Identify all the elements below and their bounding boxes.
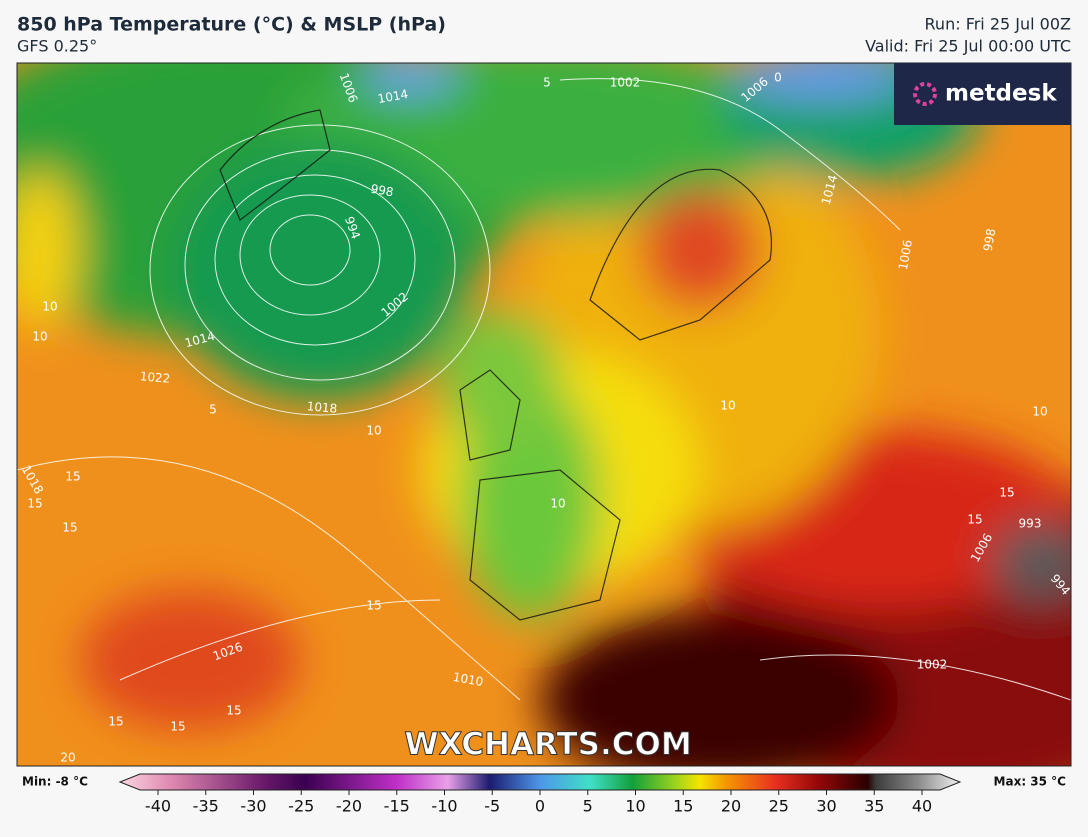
colorbar-tick-label: 5 (583, 797, 593, 816)
contour-label: 1018 (306, 399, 338, 416)
contour-label: 10 (366, 424, 381, 438)
contour-label: 1022 (139, 369, 171, 386)
colorbar-tick-label: -40 (145, 797, 171, 816)
contour-label: 15 (170, 720, 185, 734)
contour-label: 5 (209, 403, 217, 417)
logo-mark (913, 82, 937, 106)
map-title: 850 hPa Temperature (°C) & MSLP (hPa) (17, 14, 446, 36)
contour-label: 10 (720, 399, 735, 413)
colorbar-tick-label: -30 (240, 797, 266, 816)
colorbar-tick-label: -20 (336, 797, 362, 816)
contour-label: 1002 (917, 658, 948, 672)
contour-label: 1006 (896, 239, 915, 272)
legend-min: Min: -8 °C (22, 775, 88, 789)
watermark: WXCHARTS.COM (404, 727, 691, 763)
colorbar-tick-label: -15 (384, 797, 410, 816)
contour-label: 10 (550, 497, 565, 511)
logo-text: metdesk (945, 81, 1057, 107)
colorbar-tick-label: 25 (769, 797, 789, 816)
run-time: Run: Fri 25 Jul 00Z (925, 15, 1072, 34)
contour-label: 15 (366, 599, 381, 613)
contour-label: 993 (1019, 517, 1042, 531)
colorbar-tick-label: 20 (721, 797, 741, 816)
model-name: GFS 0.25° (17, 37, 97, 56)
contour-label: 15 (999, 486, 1014, 500)
contour-label: 20 (60, 751, 75, 765)
temperature-field (17, 63, 1071, 766)
contour-label: 15 (27, 497, 42, 511)
colorbar-tick-label: 15 (673, 797, 693, 816)
colorbar-tick-label: -35 (193, 797, 219, 816)
map-frame (16, 62, 1072, 767)
contour-label: 15 (967, 513, 982, 527)
isobars (17, 78, 1071, 701)
map (17, 63, 1071, 766)
contour-label: 0 (774, 71, 782, 85)
colorbar-tick-label: 0 (535, 797, 545, 816)
logo-box (894, 63, 1071, 125)
colorbar-tick-label: 35 (864, 797, 884, 816)
contour-label: 15 (226, 704, 241, 718)
colorbar-tick-label: 40 (912, 797, 932, 816)
contour-label: 10 (32, 330, 47, 344)
contour-label: 15 (62, 521, 77, 535)
colorbar-tick-label: -5 (484, 797, 500, 816)
legend-max: Max: 35 °C (994, 775, 1067, 789)
colorbar-tick-label: 30 (816, 797, 836, 816)
contour-label: 998 (370, 182, 395, 200)
contour-label: 10 (1032, 405, 1047, 419)
contour-label: 15 (65, 470, 80, 484)
contour-label: 10 (42, 300, 57, 314)
colorbar-ticks: -40 -35 -30 -25 -20 -15 -10 -5 0 5 10 15 20 25 30 35 40 (145, 790, 932, 816)
colorbar-tick-label: 10 (625, 797, 645, 816)
valid-time: Valid: Fri 25 Jul 00:00 UTC (865, 37, 1071, 56)
colorbar-tick-label: -25 (288, 797, 314, 816)
coastlines (219, 109, 772, 621)
contour-label: 998 (981, 227, 999, 252)
contour-label: 1002 (610, 76, 641, 90)
contour-label: 1014 (377, 87, 410, 106)
contour-label: 1010 (452, 670, 485, 689)
contour-label: 15 (108, 715, 123, 729)
colorbar (118, 773, 962, 791)
colorbar-tick-label: -10 (431, 797, 457, 816)
contour-label: 5 (543, 76, 551, 90)
